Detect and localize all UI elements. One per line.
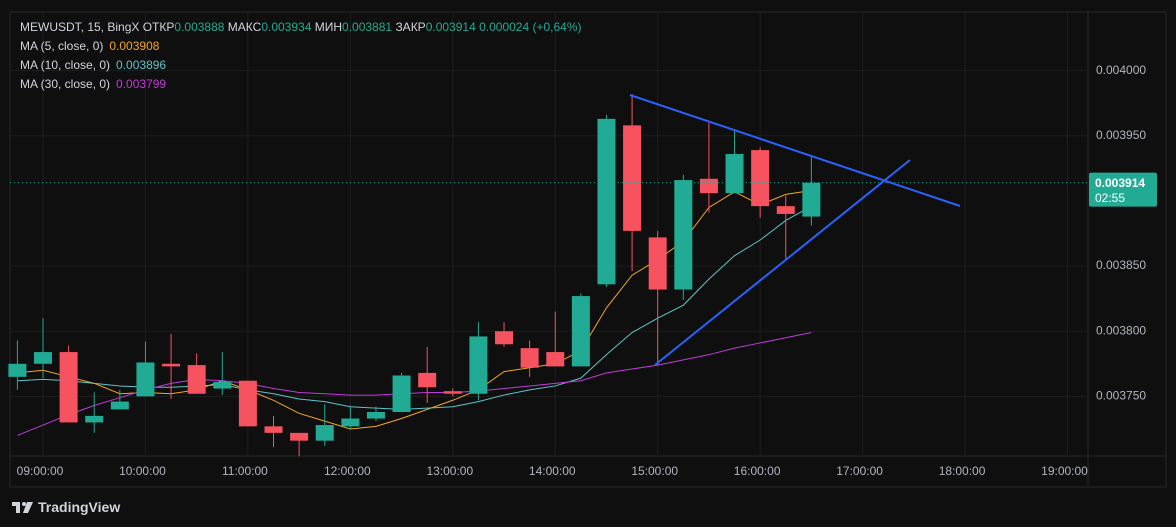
candle-body: [597, 118, 616, 285]
x-tick-label: 18:00:00: [939, 464, 986, 478]
candle-body: [59, 352, 78, 423]
x-tick-label: 13:00:00: [426, 464, 473, 478]
candle-body: [8, 363, 27, 377]
price-label: 0.003914: [1095, 176, 1145, 190]
candle-body: [213, 382, 232, 389]
ohlc-label: ОТКР: [142, 20, 175, 34]
trend-line: [629, 94, 961, 207]
legend-entry: MA (10, close, 0) 0.003896: [20, 56, 166, 75]
logo-shape: [16, 502, 20, 513]
ohlc-value: 0.003934: [261, 20, 312, 34]
x-tick-label: 09:00:00: [17, 464, 64, 478]
candle-body: [34, 352, 52, 364]
legend-entry: MA (30, close, 0) 0.003799: [20, 75, 166, 94]
legend-value: 0.003799: [116, 77, 167, 91]
symbol: MEWUSDT, 15, BingX: [20, 20, 140, 34]
candle-body: [290, 432, 309, 441]
candle-body: [392, 375, 411, 413]
candle-body: [802, 182, 821, 217]
ohlc-label: ЗАКР: [395, 20, 426, 34]
candle-body: [495, 331, 514, 345]
ohlc-label: МИН: [314, 20, 343, 34]
candle-body: [85, 415, 104, 423]
candle-body: [264, 426, 283, 433]
candle-body: [776, 206, 795, 214]
candle-body: [238, 380, 257, 427]
ohlc-value: 0.003881: [342, 20, 393, 34]
y-tick-label: 0.003800: [1096, 323, 1146, 337]
candle-body: [725, 154, 744, 194]
candle-body: [110, 401, 129, 410]
x-tick-label: 11:00:00: [222, 464, 268, 478]
symbol-header: MEWUSDT, 15, BingX ОТКР0.003888 МАКС0.00…: [20, 18, 582, 37]
x-tick-label: 14:00:00: [529, 464, 576, 478]
candle-body: [546, 352, 565, 367]
y-tick-label: 0.004000: [1096, 63, 1146, 77]
candle-body: [751, 150, 770, 207]
candle-body: [315, 425, 334, 441]
legend-name: MA (30, close, 0): [20, 77, 111, 91]
drawings: [629, 94, 961, 366]
candle-body: [136, 362, 155, 397]
ohlc-value: 0.003888: [174, 20, 225, 34]
legend-entry: MA (5, close, 0) 0.003908: [20, 37, 159, 56]
legend-value: 0.003896: [116, 58, 167, 72]
x-tick-label: 19:00:00: [1041, 464, 1088, 478]
legend-value: 0.003908: [109, 39, 160, 53]
x-tick-label: 17:00:00: [836, 464, 883, 478]
candle-body: [699, 178, 718, 194]
price-label-box: [1089, 172, 1157, 207]
countdown: 02:55: [1095, 191, 1125, 205]
candle-body: [469, 336, 488, 394]
candle-body: [366, 412, 385, 419]
candle-body: [418, 372, 437, 388]
ohlc-label: МАКС: [227, 20, 262, 34]
logo-shape: [22, 502, 26, 506]
candle-body: [187, 365, 206, 394]
candle-body: [520, 348, 539, 368]
axes: 0.004000 0.003950 0.003850 0.003800 0.003750…: [17, 63, 1157, 478]
plot: [8, 94, 1088, 457]
trend-line: [654, 159, 911, 366]
y-tick-label: 0.003950: [1096, 128, 1146, 142]
x-tick-label: 12:00:00: [324, 464, 371, 478]
candle-body: [162, 363, 181, 367]
candle-body: [623, 125, 642, 231]
x-tick-label: 15:00:00: [631, 464, 678, 478]
y-tick-label: 0.003850: [1096, 258, 1146, 272]
brand: TradingView: [38, 499, 121, 515]
logo-shape: [23, 502, 33, 513]
change: 0.000024 (+0,64%): [479, 20, 582, 34]
y-tick-label: 0.003750: [1096, 389, 1146, 403]
x-tick-label: 16:00:00: [734, 464, 781, 478]
candle-body: [571, 296, 590, 367]
ohlc-value: 0.003914: [425, 20, 476, 34]
candle-body: [674, 180, 693, 290]
candle-body: [443, 391, 462, 394]
x-tick-label: 10:00:00: [119, 464, 166, 478]
candle-body: [648, 237, 667, 290]
chart-frame: [9, 11, 1167, 488]
logo: [12, 502, 33, 513]
legend-name: MA (5, close, 0): [20, 39, 104, 53]
candle-body: [341, 418, 360, 427]
legend-name: MA (10, close, 0): [20, 58, 111, 72]
